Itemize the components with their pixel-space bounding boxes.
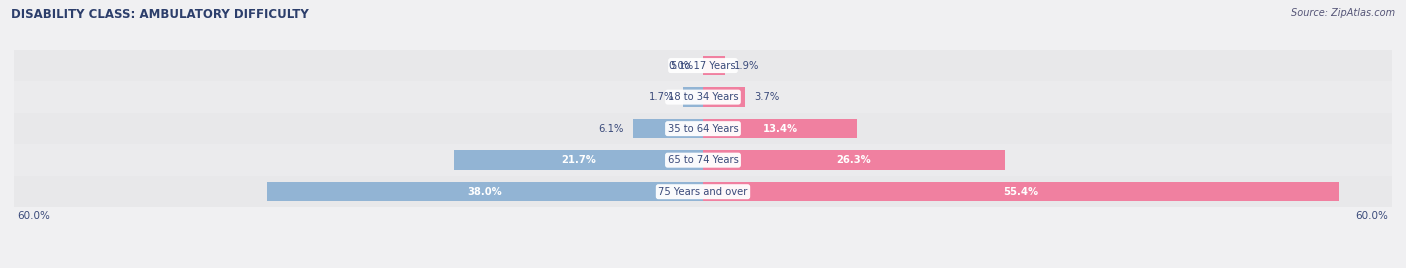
Bar: [454, 150, 703, 170]
Bar: [633, 119, 703, 138]
Bar: [683, 87, 703, 107]
Text: Source: ZipAtlas.com: Source: ZipAtlas.com: [1291, 8, 1395, 18]
Text: DISABILITY CLASS: AMBULATORY DIFFICULTY: DISABILITY CLASS: AMBULATORY DIFFICULTY: [11, 8, 309, 21]
Bar: [14, 176, 1392, 207]
Text: 1.7%: 1.7%: [650, 92, 675, 102]
Text: 60.0%: 60.0%: [1355, 211, 1389, 221]
Text: 38.0%: 38.0%: [467, 187, 502, 197]
Bar: [267, 182, 703, 202]
Text: 1.9%: 1.9%: [734, 61, 759, 70]
Text: 35 to 64 Years: 35 to 64 Years: [668, 124, 738, 134]
Text: 75 Years and over: 75 Years and over: [658, 187, 748, 197]
Bar: [14, 113, 1392, 144]
Bar: [14, 50, 1392, 81]
Bar: [703, 56, 725, 75]
Text: 60.0%: 60.0%: [17, 211, 51, 221]
Text: 21.7%: 21.7%: [561, 155, 596, 165]
Bar: [703, 150, 1005, 170]
Bar: [14, 81, 1392, 113]
Text: 5 to 17 Years: 5 to 17 Years: [671, 61, 735, 70]
Text: 55.4%: 55.4%: [1004, 187, 1039, 197]
Text: 18 to 34 Years: 18 to 34 Years: [668, 92, 738, 102]
Text: 0.0%: 0.0%: [669, 61, 693, 70]
Text: 6.1%: 6.1%: [599, 124, 624, 134]
Text: 26.3%: 26.3%: [837, 155, 872, 165]
Bar: [703, 182, 1339, 202]
Text: 13.4%: 13.4%: [762, 124, 797, 134]
Bar: [14, 144, 1392, 176]
Text: 65 to 74 Years: 65 to 74 Years: [668, 155, 738, 165]
Bar: [703, 119, 856, 138]
Bar: [703, 87, 745, 107]
Text: 3.7%: 3.7%: [755, 92, 780, 102]
